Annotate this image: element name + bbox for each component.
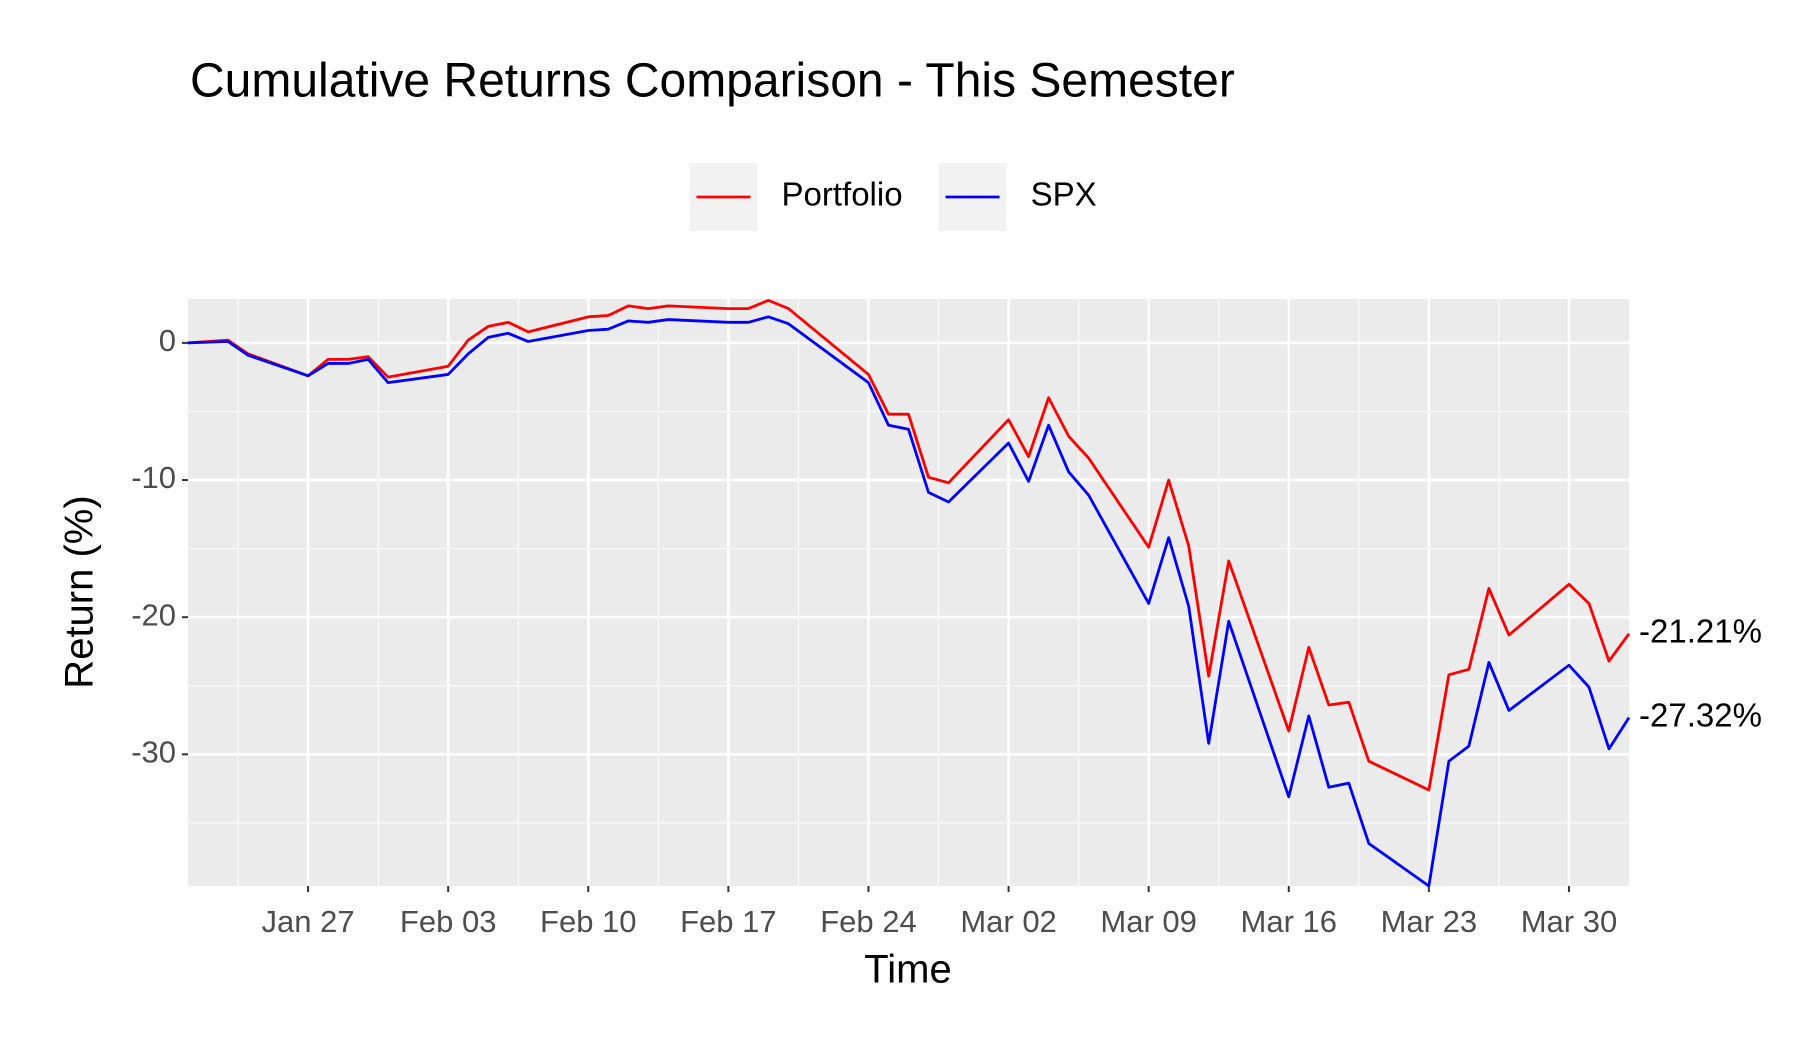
x-tick-label: Feb 10 <box>540 904 637 939</box>
end-value-label: -21.21% <box>1639 613 1762 650</box>
legend-label: Portfolio <box>782 176 903 213</box>
x-tick-label: Feb 17 <box>680 904 777 939</box>
y-axis-title: Return (%) <box>58 495 102 688</box>
x-tick-label: Jan 27 <box>262 904 355 939</box>
series-line <box>187 315 1631 888</box>
chart-title: Cumulative Returns Comparison - This Sem… <box>190 55 1235 108</box>
plot-panel <box>188 299 1629 886</box>
y-tick-label: -10 <box>131 460 176 495</box>
legend: Portfolio SPX <box>689 163 1097 231</box>
y-tick-label: -30 <box>131 735 176 770</box>
x-tick-label: Mar 23 <box>1381 904 1477 939</box>
x-axis-title: Time <box>864 948 951 992</box>
x-tick-label: Mar 30 <box>1521 904 1617 939</box>
y-tick-label: 0 <box>159 323 176 358</box>
x-tick-label: Mar 02 <box>960 904 1056 939</box>
x-tick-label: Feb 24 <box>820 904 917 939</box>
x-tick-label: Mar 09 <box>1100 904 1196 939</box>
y-tick-label: -20 <box>131 597 176 632</box>
legend-label: SPX <box>1031 176 1097 213</box>
end-value-label: -27.32% <box>1639 696 1762 733</box>
series-line <box>187 298 1631 792</box>
x-tick-label: Feb 03 <box>400 904 497 939</box>
x-tick-label: Mar 16 <box>1241 904 1337 939</box>
